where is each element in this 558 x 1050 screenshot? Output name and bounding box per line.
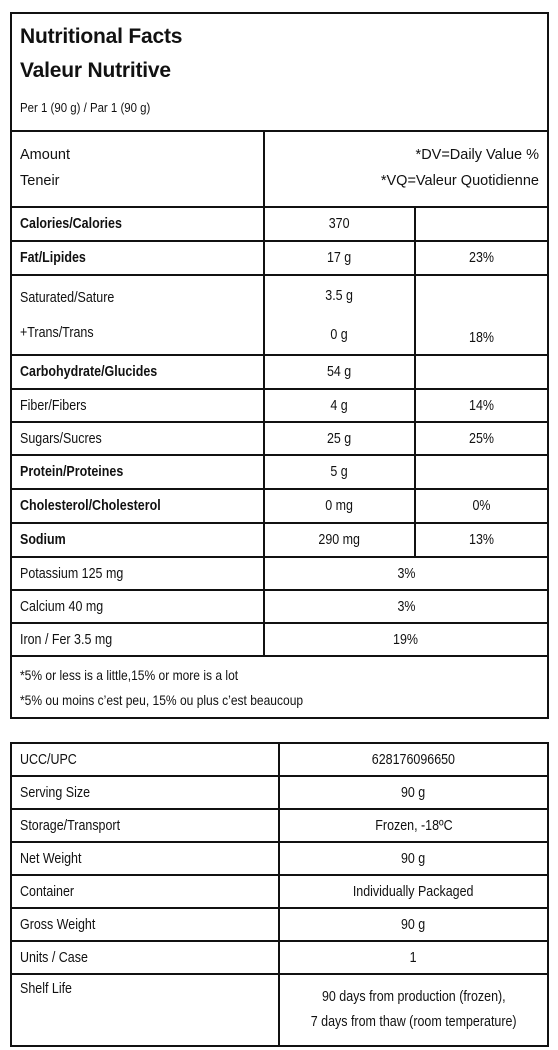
spec-label: Units / Case [20,949,88,966]
nutrient-amount: 5 g [330,464,349,480]
nutrient-amount: 370 [329,216,350,232]
amount-header-row: Amount Teneir *DV=Daily Value % *VQ=Vale… [12,132,547,208]
nutrient-dv: 25% [469,430,494,447]
spec-value: Frozen, -18ºC [374,817,453,834]
nutrition-header: Nutritional Facts Valeur Nutritive Per 1… [12,14,547,132]
spec-row: Storage/Transport Frozen, -18ºC [12,810,547,843]
mineral-label: Potassium 125 mg [20,565,124,582]
spec-value: 1 [410,949,417,966]
nutrient-label: Calories/Calories [20,216,122,232]
mineral-label: Calcium 40 mg [20,598,104,615]
mineral-dv: 19% [393,631,419,648]
product-spec-table: UCC/UPC 628176096650 Serving Size 90 g S… [10,742,549,1047]
footnote-en: *5% or less is a little,15% or more is a… [20,667,239,683]
nutrient-label: Carbohydrate/Glucides [20,364,158,380]
nutrient-label: Saturated/Sature [20,289,115,306]
nutrient-row: Protein/Proteines 5 g [12,456,547,490]
spec-value-line: 7 days from thaw (room temperature) [310,1014,517,1030]
amount-label-fr: Teneir [20,173,60,189]
fat-breakdown-row: Saturated/Sature +Trans/Trans 3.5 g 0 g … [12,276,547,356]
spec-label: Serving Size [20,784,91,801]
footnote-fr: *5% ou moins c’est peu, 15% ou plus c’es… [20,692,304,708]
mineral-row: Iron / Fer 3.5 mg 19% [12,624,547,657]
spec-value-line: 90 days from production (frozen), [321,989,506,1005]
mineral-row: Potassium 125 mg 3% [12,558,547,591]
amount-label-en: Amount [20,147,70,163]
spec-row: Gross Weight 90 g [12,909,547,942]
nutrient-row: Calories/Calories 370 [12,208,547,242]
spec-row: Shelf Life 90 days from production (froz… [12,975,547,1045]
spec-label: Shelf Life [20,981,73,997]
nutrition-facts-table: Nutritional Facts Valeur Nutritive Per 1… [10,12,549,719]
nutrient-amount: 25 g [327,430,352,447]
nutrient-dv: 0% [472,498,491,514]
mineral-row: Calcium 40 mg 3% [12,591,547,624]
title-french: Valeur Nutritive [20,59,171,82]
nutrient-amount: 0 mg [325,498,354,514]
nutrient-amount: 54 g [327,364,352,380]
nutrient-amount: 4 g [330,397,349,414]
nutrient-label: Protein/Proteines [20,464,124,480]
spec-label: Storage/Transport [20,817,121,834]
spec-value: 628176096650 [371,751,456,768]
dv-legend-en: *DV=Daily Value % [415,147,539,163]
nutrient-row: Sodium 290 mg 13% [12,524,547,558]
nutrient-row: Fiber/Fibers 4 g 14% [12,390,547,423]
spec-row: Units / Case 1 [12,942,547,975]
spec-label: Net Weight [20,850,82,867]
nutrient-label: +Trans/Trans [20,324,94,341]
nutrient-label: Cholesterol/Cholesterol [20,498,161,514]
nutrient-row: Sugars/Sucres 25 g 25% [12,423,547,456]
mineral-dv: 3% [396,598,416,615]
nutrient-amount: 290 mg [318,532,361,548]
nutrient-amount: 0 g [330,326,349,343]
nutrient-label: Sodium [20,532,66,548]
nutrient-row: Cholesterol/Cholesterol 0 mg 0% [12,490,547,524]
mineral-dv: 3% [396,565,416,582]
serving-per: Per 1 (90 g) / Par 1 (90 g) [20,100,151,115]
spec-label: Container [20,883,75,900]
nutrient-row: Carbohydrate/Glucides 54 g [12,356,547,390]
spec-value: Individually Packaged [353,883,474,900]
nutrient-dv: 14% [469,397,494,414]
nutrient-dv: 13% [469,532,494,548]
nutrient-label: Fat/Lipides [20,250,86,266]
nutrient-label: Fiber/Fibers [20,397,87,414]
nutrient-row: Fat/Lipides 17 g 23% [12,242,547,276]
spec-row: Container Individually Packaged [12,876,547,909]
spec-row: UCC/UPC 628176096650 [12,744,547,777]
nutrient-amount: 17 g [327,250,352,266]
spec-label: Gross Weight [20,916,96,933]
footnote: *5% or less is a little,15% or more is a… [12,657,547,717]
nutrient-dv: 23% [469,250,494,266]
nutrient-dv: 18% [469,330,494,346]
spec-row: Serving Size 90 g [12,777,547,810]
spec-value: 90 g [401,784,426,801]
spec-label: UCC/UPC [20,751,77,768]
spec-value: 90 g [401,916,426,933]
spec-row: Net Weight 90 g [12,843,547,876]
nutrient-label: Sugars/Sucres [20,430,102,447]
mineral-label: Iron / Fer 3.5 mg [20,631,113,648]
title-english: Nutritional Facts [20,25,183,48]
dv-legend-fr: *VQ=Valeur Quotidienne [380,173,539,189]
spec-value: 90 g [401,850,426,867]
nutrient-amount: 3.5 g [325,287,354,304]
